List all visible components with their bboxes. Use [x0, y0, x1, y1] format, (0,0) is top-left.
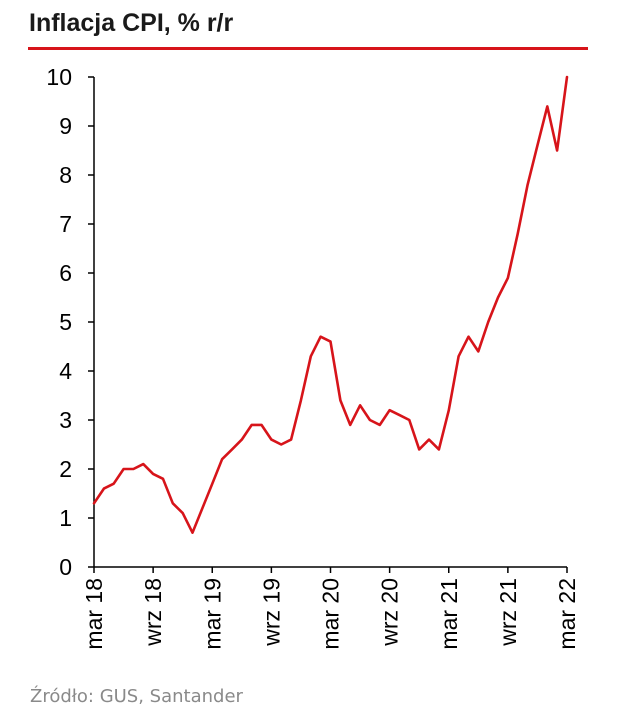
x-tick-label: wrz 19	[258, 578, 284, 647]
cpi-line-chart: 0 1 2 3 4 5 6 7 8 9 10 mar 18 wrz 18 mar 19 wrz 19 mar …	[46, 64, 580, 650]
x-tick-label: mar 20	[318, 578, 344, 650]
y-tick-label: 3	[59, 407, 72, 433]
x-tick-label: wrz 21	[495, 578, 521, 647]
y-tick-label: 0	[59, 554, 72, 580]
y-tick-label: 10	[46, 64, 72, 90]
y-tick-label: 9	[59, 113, 72, 139]
chart-title: Inflacja CPI, % r/r	[29, 9, 234, 37]
y-tick-label: 5	[59, 309, 72, 335]
x-tick-label: mar 21	[436, 578, 462, 650]
y-tick-label: 4	[59, 358, 72, 384]
y-tick-label: 7	[59, 211, 72, 237]
x-tick-label: mar 18	[81, 578, 107, 650]
y-tick-label: 1	[59, 505, 72, 531]
x-tick-label: wrz 18	[140, 578, 166, 647]
title-underline	[28, 47, 588, 50]
y-tick-label: 8	[59, 162, 72, 188]
cpi-series-line	[92, 75, 569, 535]
x-tick-label: wrz 20	[377, 578, 403, 647]
y-tick-label: 2	[59, 456, 72, 482]
y-tick-label: 6	[59, 260, 72, 286]
x-tick-label: mar 19	[199, 578, 225, 650]
source-note: Źródło: GUS, Santander	[30, 686, 243, 707]
x-tick-label: mar 22	[554, 578, 580, 650]
